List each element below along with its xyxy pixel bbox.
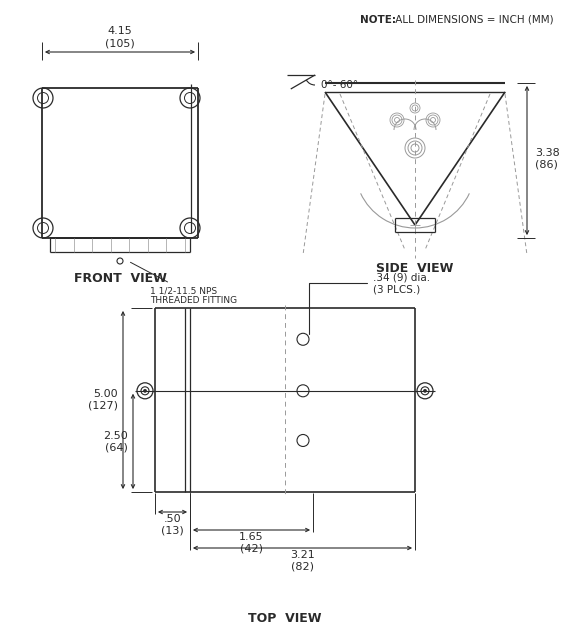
Text: 0°- 60°: 0°- 60° xyxy=(321,80,358,90)
Circle shape xyxy=(143,389,147,392)
Text: 1 1/2-11.5 NPS
THREADED FITTING: 1 1/2-11.5 NPS THREADED FITTING xyxy=(130,262,237,306)
Text: 3.38
(86): 3.38 (86) xyxy=(535,148,560,169)
Text: SIDE  VIEW: SIDE VIEW xyxy=(376,261,454,275)
Text: .34 (9) dia.
(3 PLCS.): .34 (9) dia. (3 PLCS.) xyxy=(309,273,430,333)
Text: 4.15
(105): 4.15 (105) xyxy=(105,27,135,48)
Text: 1.65
(42): 1.65 (42) xyxy=(239,532,264,553)
Text: NOTE:: NOTE: xyxy=(360,15,396,25)
Text: TOP  VIEW: TOP VIEW xyxy=(248,612,322,624)
Text: ALL DIMENSIONS = INCH (MM): ALL DIMENSIONS = INCH (MM) xyxy=(392,15,554,25)
Text: FRONT  VIEW: FRONT VIEW xyxy=(74,271,166,285)
Text: 5.00
(127): 5.00 (127) xyxy=(88,389,118,411)
Text: .50
(13): .50 (13) xyxy=(161,514,184,536)
Text: 2.50
(64): 2.50 (64) xyxy=(103,430,128,452)
Text: 3.21
(82): 3.21 (82) xyxy=(290,550,315,572)
Circle shape xyxy=(423,389,426,392)
